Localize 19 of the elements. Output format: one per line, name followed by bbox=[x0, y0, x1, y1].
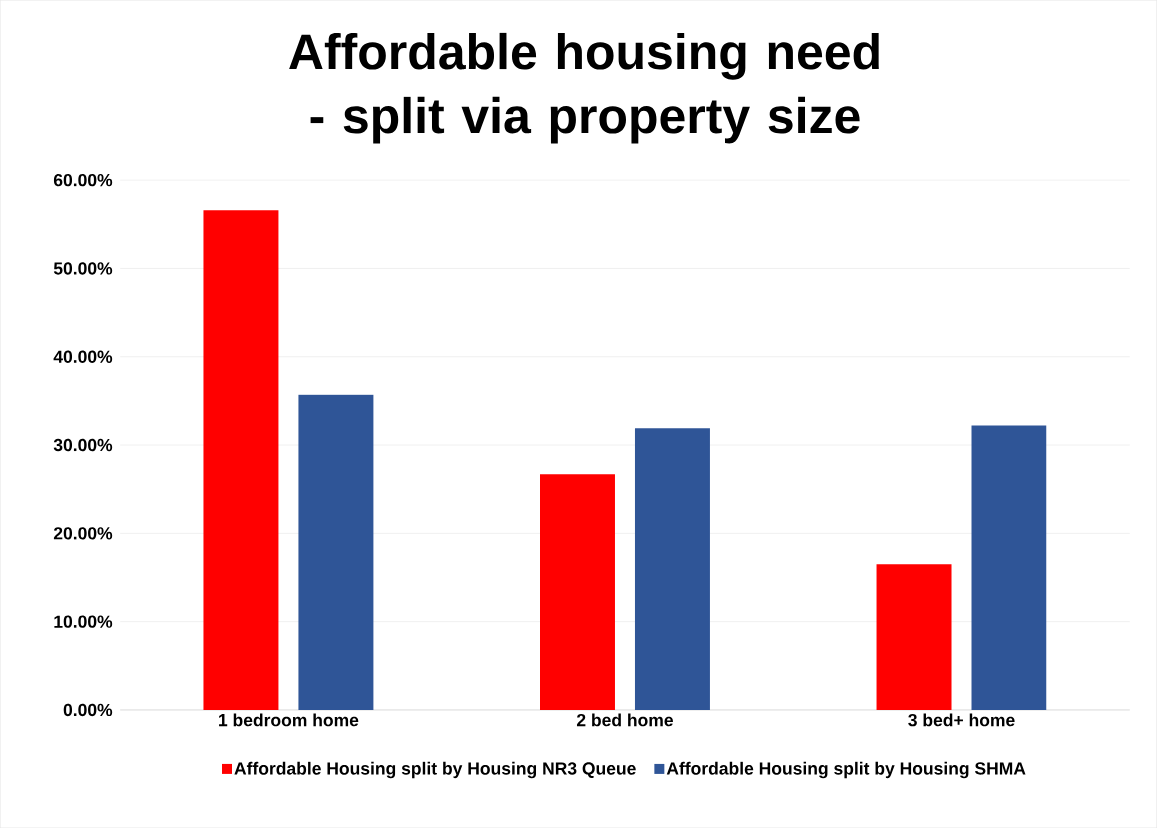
y-tick-label: 60.00% bbox=[53, 173, 113, 187]
legend-label: Affordable Housing split by Housing NR3 Queue bbox=[234, 761, 636, 779]
bar bbox=[634, 428, 710, 710]
y-tick-label: 30.00% bbox=[53, 438, 113, 452]
y-tick-label: 50.00% bbox=[53, 262, 113, 275]
x-tick-label: 2 bed home bbox=[576, 713, 673, 727]
y-tick-label: 10.00% bbox=[54, 615, 113, 628]
chart-title: Affordable housing need - split via property size bbox=[289, 32, 879, 144]
bar bbox=[876, 564, 952, 710]
y-tick-label: 0.00% bbox=[63, 703, 113, 717]
bar bbox=[298, 394, 374, 710]
x-tick-label: 1 bedroom home bbox=[219, 713, 359, 727]
bar bbox=[203, 210, 279, 710]
bar bbox=[540, 474, 615, 710]
x-tick-label: 3 bed+ home bbox=[908, 713, 1015, 727]
y-tick-label: 40.00% bbox=[53, 350, 113, 363]
y-tick-label: 20.00% bbox=[53, 527, 113, 540]
bar bbox=[971, 425, 1047, 710]
legend-label: Affordable Housing split by Housing SHMA bbox=[666, 761, 1026, 779]
